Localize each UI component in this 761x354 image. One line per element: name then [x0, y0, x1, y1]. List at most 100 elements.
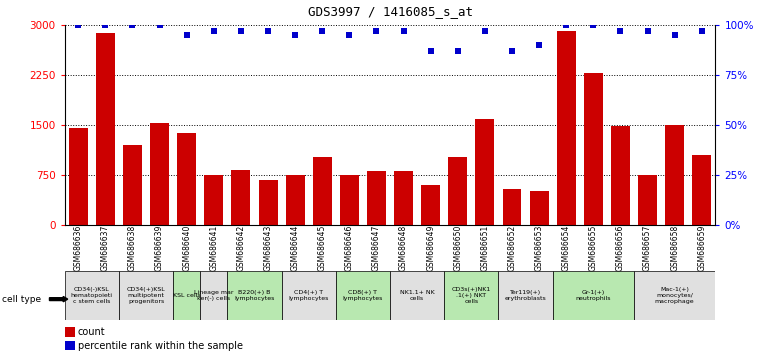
Point: [180, 32, 193, 38]
Bar: [611, 126, 630, 225]
Point: [669, 32, 681, 38]
Bar: [119, 271, 174, 320]
Text: NK1.1+ NK
cells: NK1.1+ NK cells: [400, 290, 435, 301]
Point: [587, 22, 600, 28]
Bar: [584, 73, 603, 225]
Text: GSM686643: GSM686643: [263, 225, 272, 271]
Bar: [96, 33, 115, 225]
Point: [99, 22, 111, 28]
Bar: [259, 180, 278, 225]
Bar: [367, 171, 386, 225]
Text: KSL cells: KSL cells: [173, 293, 200, 298]
Bar: [282, 271, 336, 320]
Text: GSM686644: GSM686644: [291, 225, 300, 271]
Bar: [665, 125, 684, 225]
Point: [397, 28, 409, 34]
Bar: [448, 157, 467, 225]
Text: Lineage mar
ker(-) cells: Lineage mar ker(-) cells: [194, 290, 234, 301]
Text: CD34(+)KSL
multipotent
progenitors: CD34(+)KSL multipotent progenitors: [126, 287, 165, 304]
Text: GSM686650: GSM686650: [454, 225, 462, 271]
Bar: [285, 175, 304, 225]
Text: GSM686659: GSM686659: [697, 225, 706, 271]
Point: [235, 28, 247, 34]
Text: GSM686653: GSM686653: [535, 225, 543, 271]
Text: GSM686651: GSM686651: [480, 225, 489, 271]
Point: [343, 32, 355, 38]
Text: GSM686642: GSM686642: [237, 225, 245, 271]
Bar: [476, 119, 495, 225]
Text: Ter119(+)
erythroblasts: Ter119(+) erythroblasts: [505, 290, 546, 301]
Point: [452, 48, 464, 53]
Point: [560, 22, 572, 28]
Text: cell type: cell type: [2, 295, 40, 304]
Point: [425, 48, 437, 53]
Bar: [693, 155, 712, 225]
Point: [696, 28, 708, 34]
Bar: [638, 176, 657, 225]
Point: [316, 28, 328, 34]
Bar: [421, 185, 440, 225]
Bar: [530, 192, 549, 225]
Text: GSM686655: GSM686655: [589, 225, 598, 271]
Point: [614, 28, 626, 34]
Text: GSM686639: GSM686639: [155, 225, 164, 271]
Point: [371, 28, 383, 34]
Bar: [68, 128, 88, 225]
Point: [533, 42, 545, 48]
Bar: [336, 271, 390, 320]
Text: GSM686649: GSM686649: [426, 225, 435, 271]
Point: [262, 28, 274, 34]
Text: Gr-1(+)
neutrophils: Gr-1(+) neutrophils: [575, 290, 611, 301]
Text: GSM686645: GSM686645: [318, 225, 326, 271]
Point: [479, 28, 491, 34]
Bar: [123, 145, 142, 225]
Bar: [177, 133, 196, 225]
Point: [289, 32, 301, 38]
Bar: [174, 271, 200, 320]
Bar: [390, 271, 444, 320]
Text: GSM686647: GSM686647: [372, 225, 381, 271]
Text: GSM686637: GSM686637: [101, 225, 110, 271]
Text: GSM686657: GSM686657: [643, 225, 652, 271]
Text: GSM686654: GSM686654: [562, 225, 571, 271]
Bar: [231, 170, 250, 225]
Text: GSM686658: GSM686658: [670, 225, 679, 271]
Point: [208, 28, 220, 34]
Text: GSM686656: GSM686656: [616, 225, 625, 271]
Text: CD8(+) T
lymphocytes: CD8(+) T lymphocytes: [342, 290, 383, 301]
Point: [126, 22, 139, 28]
Text: CD34(-)KSL
hematopoieti
c stem cells: CD34(-)KSL hematopoieti c stem cells: [71, 287, 113, 304]
Bar: [444, 271, 498, 320]
Text: Mac-1(+)
monocytes/
macrophage: Mac-1(+) monocytes/ macrophage: [655, 287, 695, 304]
Point: [506, 48, 518, 53]
Text: GSM686641: GSM686641: [209, 225, 218, 271]
Text: B220(+) B
lymphocytes: B220(+) B lymphocytes: [234, 290, 275, 301]
Text: GSM686636: GSM686636: [74, 225, 83, 271]
Bar: [498, 271, 552, 320]
Bar: [340, 175, 359, 225]
Text: GSM686638: GSM686638: [128, 225, 137, 271]
Point: [72, 22, 84, 28]
Bar: [502, 189, 521, 225]
Bar: [150, 124, 169, 225]
Text: GSM686652: GSM686652: [508, 225, 517, 271]
Text: CD3s(+)NK1
.1(+) NKT
cells: CD3s(+)NK1 .1(+) NKT cells: [452, 287, 491, 304]
Text: GDS3997 / 1416085_s_at: GDS3997 / 1416085_s_at: [307, 5, 473, 18]
Bar: [228, 271, 282, 320]
Point: [154, 22, 166, 28]
Text: CD4(+) T
lymphocytes: CD4(+) T lymphocytes: [288, 290, 329, 301]
Bar: [634, 271, 715, 320]
Text: count: count: [78, 327, 105, 337]
Bar: [200, 271, 228, 320]
Bar: [65, 271, 119, 320]
Text: percentile rank within the sample: percentile rank within the sample: [78, 341, 243, 350]
Bar: [557, 32, 576, 225]
Text: GSM686648: GSM686648: [399, 225, 408, 271]
Text: GSM686646: GSM686646: [345, 225, 354, 271]
Point: [642, 28, 654, 34]
Text: GSM686640: GSM686640: [182, 225, 191, 271]
Bar: [204, 175, 223, 225]
Bar: [313, 157, 332, 225]
Bar: [394, 171, 413, 225]
Bar: [552, 271, 634, 320]
